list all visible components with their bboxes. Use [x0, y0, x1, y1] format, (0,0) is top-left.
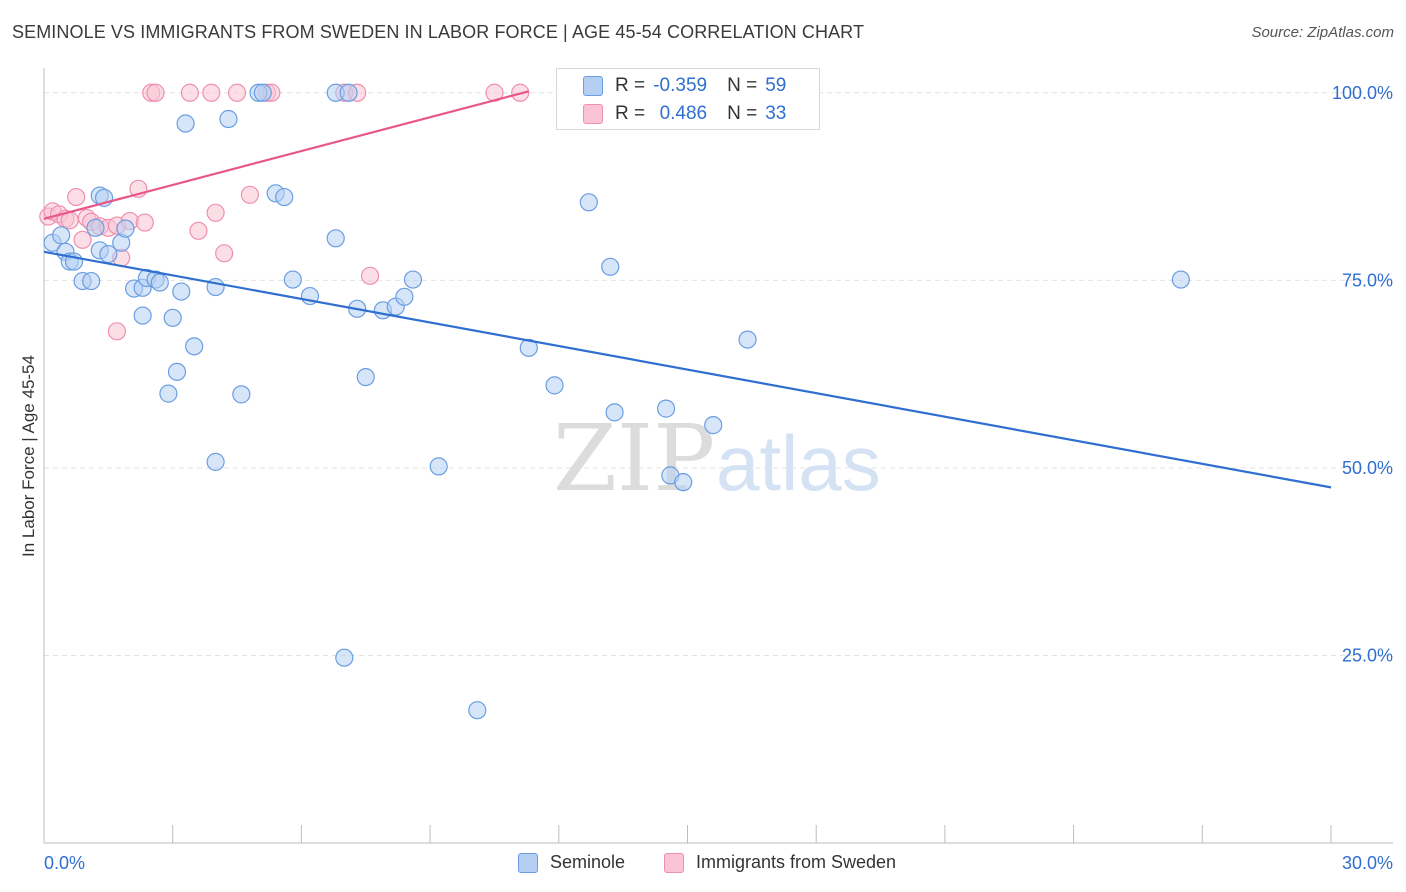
seminole-point [253, 83, 272, 102]
seminole-point [52, 226, 71, 245]
seminole-point [656, 399, 676, 418]
y-tick-label: 25.0% [1342, 645, 1393, 665]
legend-swatch-sweden [664, 852, 684, 873]
seminole-point [326, 229, 345, 248]
sweden-point [227, 83, 247, 102]
seminole-point [674, 473, 693, 492]
seminole-point [185, 337, 204, 356]
n-label: N = [727, 103, 758, 124]
chart-title: SEMINOLE VS IMMIGRANTS FROM SWEDEN IN LA… [12, 22, 865, 42]
sweden-point [189, 221, 208, 240]
sweden-point [107, 322, 127, 341]
seminole-r-value: -0.359 [653, 75, 708, 96]
y-tick-label: 50.0% [1342, 458, 1393, 478]
seminole-swatch [583, 76, 603, 96]
seminole-point [335, 648, 354, 667]
sweden-point [135, 213, 154, 232]
y-tick-label: 100.0% [1332, 83, 1393, 103]
seminole-point [545, 376, 564, 395]
seminole-point [468, 701, 487, 720]
y-axis-label: In Labor Force | Age 45-54 [19, 355, 38, 557]
seminole-point [232, 385, 251, 404]
trend-lines [43, 90, 1332, 489]
legend-label-seminole: Seminole [550, 852, 626, 872]
tick-labels: 100.0% 75.0% 50.0% 25.0% 0.0% 30.0% [44, 83, 1393, 873]
legend-label-sweden: Immigrants from Sweden [696, 852, 897, 872]
legend-item-seminole[interactable]: Seminole [518, 852, 625, 873]
seminole-point [429, 457, 448, 476]
sweden-point [73, 230, 92, 249]
seminole-point [150, 273, 169, 292]
n-label: N = [727, 75, 758, 96]
legend-swatch-seminole [518, 852, 538, 873]
series-sweden-points [39, 83, 530, 341]
legend-item-sweden[interactable]: Immigrants from Sweden [664, 852, 896, 873]
y-tick-label: 75.0% [1342, 270, 1393, 290]
seminole-point [395, 287, 414, 306]
sweden-point [67, 187, 86, 207]
seminole-point [163, 308, 182, 327]
seminole-point [601, 257, 620, 276]
seminole-n-value: 59 [765, 75, 787, 96]
sweden-point [206, 203, 225, 222]
watermark: ZIP atlas [553, 405, 881, 512]
r-label: R = [615, 75, 646, 96]
sweden-point [146, 83, 165, 102]
seminole-point [176, 114, 195, 133]
sweden-r-value: 0.486 [659, 103, 708, 124]
sweden-point [215, 244, 234, 263]
seminole-point [704, 416, 723, 435]
seminole-point [116, 219, 135, 238]
sweden-n-value: 33 [765, 103, 787, 124]
stats-row-seminole: R = -0.359 N = 59 [583, 73, 795, 99]
watermark-zip: ZIP [553, 405, 715, 512]
seminole-point [206, 452, 225, 471]
x-tick-label: 30.0% [1342, 853, 1393, 873]
seminole-point [738, 330, 757, 349]
stats-legend-box: R = -0.359 N = 59 R = 0.486 N = 33 [556, 68, 820, 130]
bottom-legend: Seminole Immigrants from Sweden [0, 852, 1406, 878]
seminole-trend-line [43, 250, 1332, 489]
r-label: R = [615, 103, 646, 124]
sweden-point [202, 83, 221, 102]
seminole-point [339, 83, 358, 102]
seminole-point [605, 403, 624, 422]
sweden-swatch [583, 104, 603, 124]
seminole-point [356, 367, 375, 387]
seminole-point [167, 362, 187, 381]
seminole-point [519, 338, 538, 357]
sweden-point [180, 83, 199, 102]
seminole-point [219, 109, 238, 129]
seminole-point [82, 271, 101, 291]
axes [43, 68, 1393, 844]
sweden-point [360, 266, 380, 285]
seminole-point [86, 218, 105, 237]
watermark-atlas: atlas [716, 419, 881, 507]
seminole-point [283, 270, 302, 289]
sweden-point [240, 185, 260, 204]
stats-row-sweden: R = 0.486 N = 33 [583, 101, 795, 127]
source-label: Source: ZipAtlas.com [1251, 24, 1394, 41]
series-seminole-points [43, 83, 1190, 720]
seminole-point [275, 187, 294, 207]
seminole-point [172, 282, 191, 301]
seminole-point [1171, 270, 1190, 289]
seminole-point [403, 270, 423, 289]
seminole-point [133, 306, 152, 325]
grid-lines [44, 92, 1393, 656]
x-tick-label: 0.0% [44, 853, 85, 873]
seminole-point [159, 384, 178, 403]
seminole-point [579, 193, 598, 212]
sweden-trend-line [43, 90, 530, 220]
